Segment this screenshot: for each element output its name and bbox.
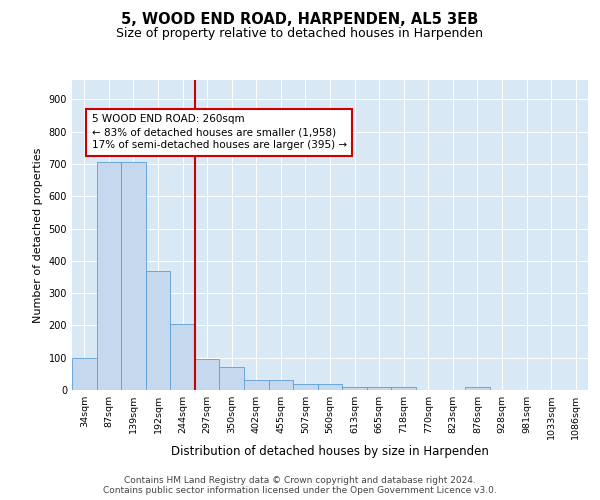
Text: 5 WOOD END ROAD: 260sqm
← 83% of detached houses are smaller (1,958)
17% of semi: 5 WOOD END ROAD: 260sqm ← 83% of detache… <box>92 114 347 150</box>
Bar <box>97 162 121 390</box>
Text: Size of property relative to detached houses in Harpenden: Size of property relative to detached ho… <box>116 28 484 40</box>
Bar <box>342 387 367 390</box>
Bar <box>72 358 97 390</box>
Bar <box>195 360 220 390</box>
Bar <box>391 388 416 390</box>
Bar <box>121 162 146 390</box>
Bar <box>465 387 490 390</box>
Y-axis label: Number of detached properties: Number of detached properties <box>33 148 43 322</box>
Text: 5, WOOD END ROAD, HARPENDEN, AL5 3EB: 5, WOOD END ROAD, HARPENDEN, AL5 3EB <box>121 12 479 28</box>
Bar <box>269 380 293 390</box>
Bar <box>318 384 342 390</box>
Bar <box>293 384 318 390</box>
Bar <box>146 270 170 390</box>
Bar <box>244 380 269 390</box>
X-axis label: Distribution of detached houses by size in Harpenden: Distribution of detached houses by size … <box>171 445 489 458</box>
Bar <box>170 324 195 390</box>
Bar <box>367 388 391 390</box>
Bar <box>220 367 244 390</box>
Text: Contains HM Land Registry data © Crown copyright and database right 2024.
Contai: Contains HM Land Registry data © Crown c… <box>103 476 497 495</box>
